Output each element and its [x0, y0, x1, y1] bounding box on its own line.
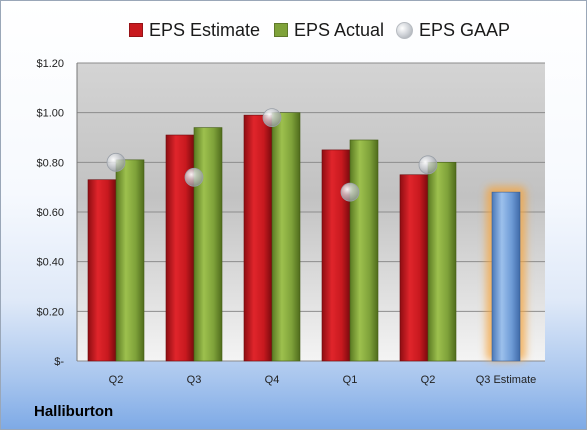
marker-eps-gaap: [106, 152, 126, 172]
bar-eps-estimate: [399, 174, 429, 362]
gaap-markers: [106, 108, 438, 202]
y-tick-label: $0.40: [36, 257, 64, 269]
y-tick-label: $1.00: [36, 108, 64, 120]
legend-label-gaap: EPS GAAP: [419, 19, 511, 40]
gridlines: [77, 62, 545, 362]
legend-item-actual: EPS Actual: [274, 17, 384, 43]
legend-swatch-actual: [274, 23, 288, 37]
y-axis: $- $0.20 $0.40 $0.60 $0.80 $1.00 $1.20: [36, 58, 78, 368]
bars: [87, 112, 526, 362]
bar-eps-estimate: [243, 114, 273, 362]
legend-label-actual: EPS Actual: [294, 19, 385, 40]
y-tick-label: $-: [54, 356, 64, 368]
bar-eps-estimate: [87, 179, 117, 362]
marker-eps-gaap: [340, 182, 360, 202]
legend-dot-gaap: [396, 21, 413, 39]
x-tick-label: Q2: [109, 374, 124, 386]
x-axis: Q2 Q3 Q4 Q1 Q2 Q3 Estimate: [109, 374, 537, 386]
bar-eps-actual: [349, 139, 379, 362]
bar-eps-estimate: [321, 149, 351, 362]
bar-eps-actual: [193, 127, 223, 362]
legend-item-gaap: EPS GAAP: [396, 17, 510, 43]
x-tick-label: Q3 Estimate: [476, 374, 537, 386]
marker-eps-gaap: [418, 155, 438, 175]
company-name: Halliburton: [34, 403, 114, 420]
x-tick-label: Q3: [187, 374, 202, 386]
legend-swatch-estimate: [129, 23, 143, 37]
legend: EPS Estimate EPS Actual EPS GAAP: [1, 17, 586, 43]
x-tick-label: Q4: [265, 374, 280, 386]
x-tick-label: Q2: [421, 374, 436, 386]
bar-eps-actual: [271, 112, 301, 362]
y-tick-label: $0.60: [36, 207, 64, 219]
x-tick-label: Q1: [343, 374, 358, 386]
y-tick-label: $0.80: [36, 157, 64, 169]
y-tick-label: $0.20: [36, 306, 64, 318]
marker-eps-gaap: [184, 167, 204, 187]
bar-eps-actual: [115, 159, 145, 362]
bar-eps-estimate-forecast: [491, 191, 521, 362]
legend-item-estimate: EPS Estimate: [129, 17, 260, 43]
bar-eps-actual: [427, 162, 457, 362]
legend-label-estimate: EPS Estimate: [149, 19, 261, 40]
y-tick-label: $1.20: [36, 58, 64, 70]
marker-eps-gaap: [262, 108, 282, 128]
